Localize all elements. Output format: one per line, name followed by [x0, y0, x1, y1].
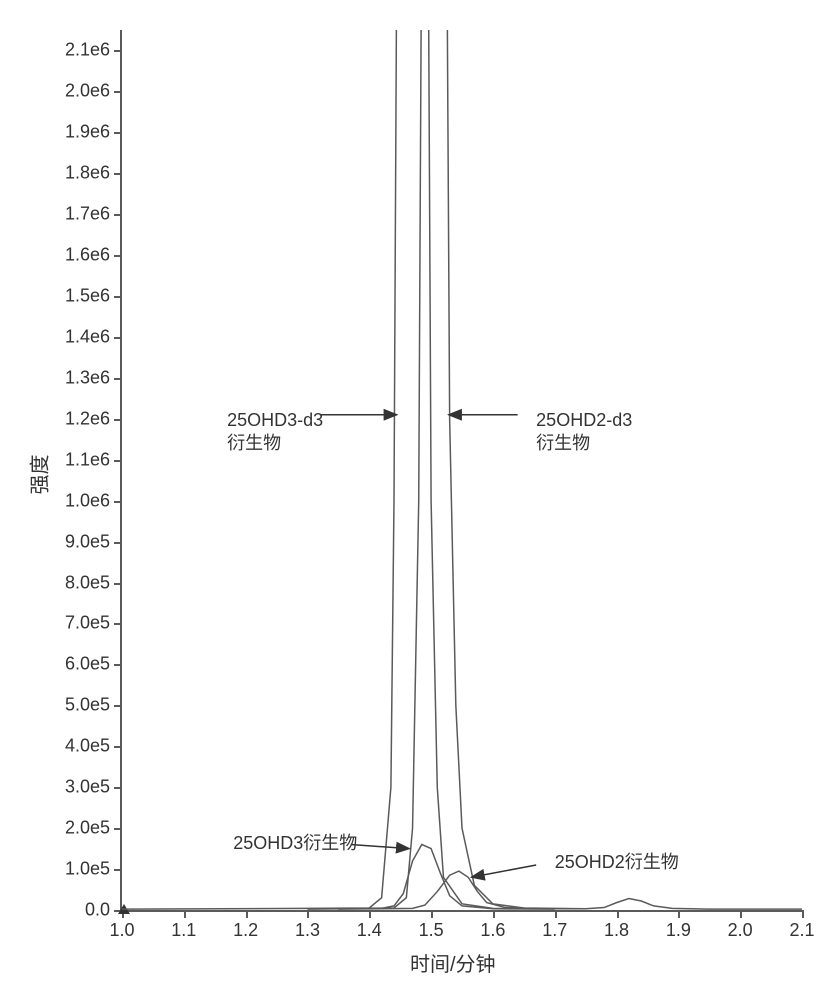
- y-tick: [114, 132, 122, 134]
- y-tick: [114, 501, 122, 503]
- y-tick: [114, 296, 122, 298]
- x-tick-label: 1.0: [109, 920, 134, 941]
- x-tick-label: 1.7: [542, 920, 567, 941]
- y-tick-label: 0.0: [85, 900, 110, 921]
- y-tick-label: 2.1e6: [65, 40, 110, 61]
- y-tick-label: 1.7e6: [65, 204, 110, 225]
- y-tick-label: 1.0e5: [65, 859, 110, 880]
- y-tick: [114, 583, 122, 585]
- y-tick: [114, 255, 122, 257]
- chromatogram-chart: 0.0 1.0e5 2.0e5 3.0e5 4.0e5 5.0e5 6.0e5 7.0e5 8.…: [0, 0, 840, 1000]
- y-tick-label: 1.8e6: [65, 163, 110, 184]
- y-tick: [114, 419, 122, 421]
- x-tick-label: 1.2: [233, 920, 258, 941]
- x-axis-label: 时间/分钟: [410, 948, 496, 977]
- annotation-layer: [122, 30, 802, 910]
- y-tick-label: 1.2e6: [65, 408, 110, 429]
- y-tick-label: 7.0e5: [65, 613, 110, 634]
- y-tick-label: 6.0e5: [65, 654, 110, 675]
- y-tick: [114, 542, 122, 544]
- y-tick-label: 3.0e5: [65, 777, 110, 798]
- y-tick: [114, 828, 122, 830]
- x-tick: [369, 910, 371, 918]
- y-tick-label: 2.0e6: [65, 81, 110, 102]
- x-tick-label: 1.9: [666, 920, 691, 941]
- x-tick: [493, 910, 495, 918]
- y-tick: [114, 869, 122, 871]
- x-tick: [431, 910, 433, 918]
- y-tick: [114, 214, 122, 216]
- x-tick-label: 2.1: [789, 920, 814, 941]
- x-tick: [802, 910, 804, 918]
- y-tick-label: 9.0e5: [65, 531, 110, 552]
- x-tick-label: 1.3: [295, 920, 320, 941]
- y-tick-label: 1.0e6: [65, 490, 110, 511]
- y-tick-label: 1.9e6: [65, 122, 110, 143]
- x-tick-label: 1.1: [171, 920, 196, 941]
- x-tick: [617, 910, 619, 918]
- y-axis-label: 强度: [24, 455, 53, 495]
- y-tick: [114, 705, 122, 707]
- y-tick: [114, 337, 122, 339]
- annotation-arrow: [351, 845, 410, 849]
- y-tick-label: 2.0e5: [65, 818, 110, 839]
- x-tick-label: 2.0: [728, 920, 753, 941]
- x-tick: [740, 910, 742, 918]
- y-tick-label: 5.0e5: [65, 695, 110, 716]
- y-tick: [114, 460, 122, 462]
- x-tick-label: 1.6: [480, 920, 505, 941]
- y-tick: [114, 50, 122, 52]
- y-tick: [114, 664, 122, 666]
- x-tick: [678, 910, 680, 918]
- y-tick: [114, 787, 122, 789]
- y-tick: [114, 746, 122, 748]
- x-tick: [307, 910, 309, 918]
- plot-area: 0.01.0e52.0e53.0e54.0e55.0e56.0e57.0e58.…: [120, 30, 802, 912]
- x-tick-label: 1.5: [419, 920, 444, 941]
- annotation-arrow: [471, 865, 536, 877]
- y-tick-label: 1.4e6: [65, 326, 110, 347]
- y-tick: [114, 378, 122, 380]
- x-tick-label: 1.8: [604, 920, 629, 941]
- y-tick: [114, 623, 122, 625]
- y-tick-label: 1.3e6: [65, 367, 110, 388]
- x-tick: [555, 910, 557, 918]
- y-tick-label: 4.0e5: [65, 736, 110, 757]
- x-tick-label: 1.4: [357, 920, 382, 941]
- x-tick: [184, 910, 186, 918]
- y-tick-label: 1.1e6: [65, 449, 110, 470]
- y-tick-label: 1.5e6: [65, 286, 110, 307]
- x-tick: [246, 910, 248, 918]
- y-tick: [114, 173, 122, 175]
- y-tick: [114, 91, 122, 93]
- y-tick-label: 1.6e6: [65, 245, 110, 266]
- y-tick-label: 8.0e5: [65, 572, 110, 593]
